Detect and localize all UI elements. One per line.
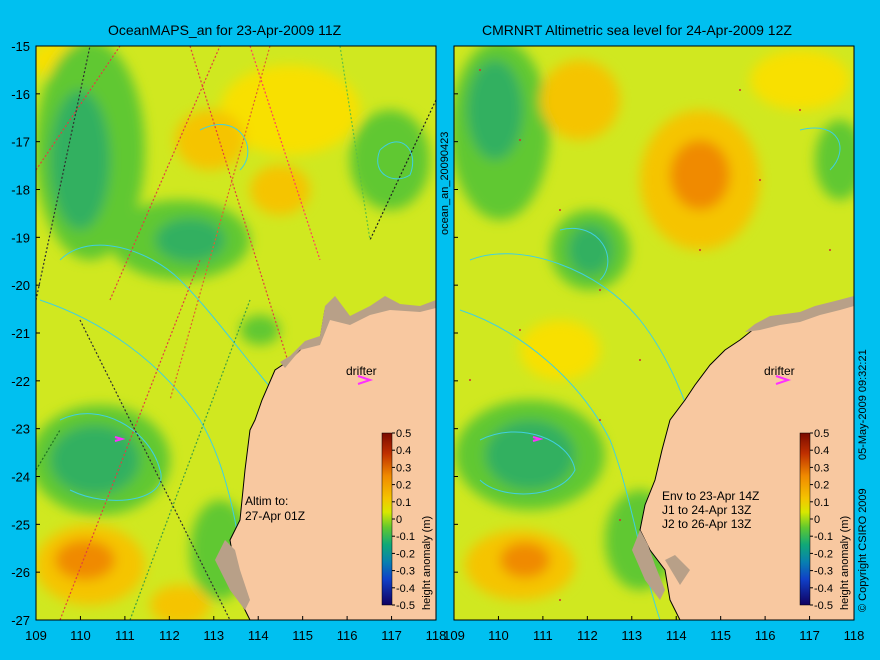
right-annotation-line-1: Env to 23-Apr 14Z [662,489,759,503]
right-side-label: 05-May-2009 09:32:21 [857,349,869,460]
colorbar-tick-label: -0.3 [814,566,833,578]
colorbar-tick-label: -0.1 [396,531,415,543]
left-panel-title: OceanMAPS_an for 23-Apr-2009 11Z [108,22,342,38]
lon-tick-label: 117 [799,628,820,643]
lat-tick-label: -25 [11,517,30,532]
colorbar-tick-label: 0 [814,514,820,526]
lon-tick-label: 115 [710,628,731,643]
right-colorbar-label: height anomaly (m) [839,516,851,610]
lat-tick-label: -18 [11,183,30,198]
lon-tick-label: 111 [533,628,553,643]
colorbar-tick-label: 0.5 [814,428,829,440]
lon-tick-label: 112 [577,628,598,643]
lon-tick-label: 110 [70,628,91,643]
colorbar-tick-label: -0.4 [396,583,415,595]
lon-tick-label: 111 [115,628,135,643]
right-drifter-marker [775,375,792,385]
right-panel-title: CMRNRT Altimetric sea level for 24-Apr-2… [482,22,792,38]
left-map: drifter Altim to: 27-Apr 01Z [36,46,436,620]
colorbar-tick-label: 0.4 [396,445,411,457]
lat-tick-label: -19 [11,230,30,245]
colorbar-tick-label: 0.2 [396,480,411,492]
lon-tick-label: 113 [621,628,642,643]
lat-tick-label: -16 [11,87,30,102]
lon-tick-label: 116 [755,628,776,643]
left-annotation-line-2: 27-Apr 01Z [245,509,305,523]
lat-tick-label: -20 [11,278,30,293]
lon-tick-label: 117 [381,628,402,643]
right-drifter-label: drifter [764,364,795,378]
right-sample-points [469,69,831,601]
right-longitude-axis: 109 110 111 112 113 114 115 116 117 118 [443,616,864,643]
colorbar-tick-label: -0.5 [396,600,415,612]
left-drifter-marker [357,375,374,385]
lat-tick-label: -27 [11,613,30,628]
lon-tick-label: 112 [159,628,180,643]
lon-tick-label: 110 [488,628,509,643]
colorbar-tick-label: -0.1 [814,531,833,543]
left-drifter-track [114,436,126,442]
colorbar-tick-label: -0.4 [814,583,833,595]
left-colorbar-label: height anomaly (m) [421,516,433,610]
copyright-label: © Copyright CSIRO 2009 [857,488,869,612]
colorbar-tick-label: -0.2 [396,548,415,560]
colorbar-tick-label: 0.5 [396,428,411,440]
left-longitude-axis: 109 110 111 112 113 114 115 116 117 118 [25,616,446,643]
right-annotation-line-2: J1 to 24-Apr 13Z [662,503,751,517]
colorbar-tick-label: 0 [396,514,402,526]
colorbar-tick-label: 0.3 [814,462,829,474]
lon-tick-label: 118 [426,628,447,643]
colorbar-tick-label: 0.2 [814,480,829,492]
lon-tick-label: 118 [844,628,865,643]
lat-tick-label: -24 [11,470,30,485]
colorbar-tick-label: -0.3 [396,566,415,578]
lon-tick-label: 114 [248,628,269,643]
lon-tick-label: 114 [666,628,687,643]
lon-tick-label: 116 [337,628,358,643]
lon-tick-label: 115 [292,628,313,643]
left-annotation-line-1: Altim to: [245,494,288,508]
lat-tick-label: -17 [11,135,30,150]
left-altimeter-tracks [36,46,436,620]
colorbar-tick-label: 0.1 [396,497,411,509]
colorbar-tick-label: 0.1 [814,497,829,509]
left-colorbar: 0.5 0.4 0.3 0.2 0.1 0 -0.1 -0.2 -0.3 -0.4 -0.5 hei… [381,428,433,612]
left-side-label: ocean_an_20090423 [439,132,451,235]
lat-tick-label: -21 [11,326,30,341]
right-annotation-line-3: J2 to 26-Apr 13Z [662,517,751,531]
lat-tick-label: -23 [11,422,30,437]
colorbar-tick-label: -0.2 [814,548,833,560]
lat-tick-label: -15 [11,39,30,54]
colorbar-tick-label: 0.3 [396,462,411,474]
latitude-axis: -15 -16 -17 -18 -19 -20 -21 -22 -23 -24 -25 -26 -27 [11,39,458,628]
lon-tick-label: 109 [443,628,465,643]
right-drifter-track [532,436,544,442]
colorbar-tick-label: -0.5 [814,600,833,612]
right-colorbar: 0.5 0.4 0.3 0.2 0.1 0 -0.1 -0.2 -0.3 -0.4 -0.5 hei… [799,428,851,612]
left-drifter-label: drifter [346,364,377,378]
lat-tick-label: -26 [11,565,30,580]
lat-tick-label: -22 [11,374,30,389]
lon-tick-label: 109 [25,628,47,643]
colorbar-tick-label: 0.4 [814,445,829,457]
lon-tick-label: 113 [203,628,224,643]
